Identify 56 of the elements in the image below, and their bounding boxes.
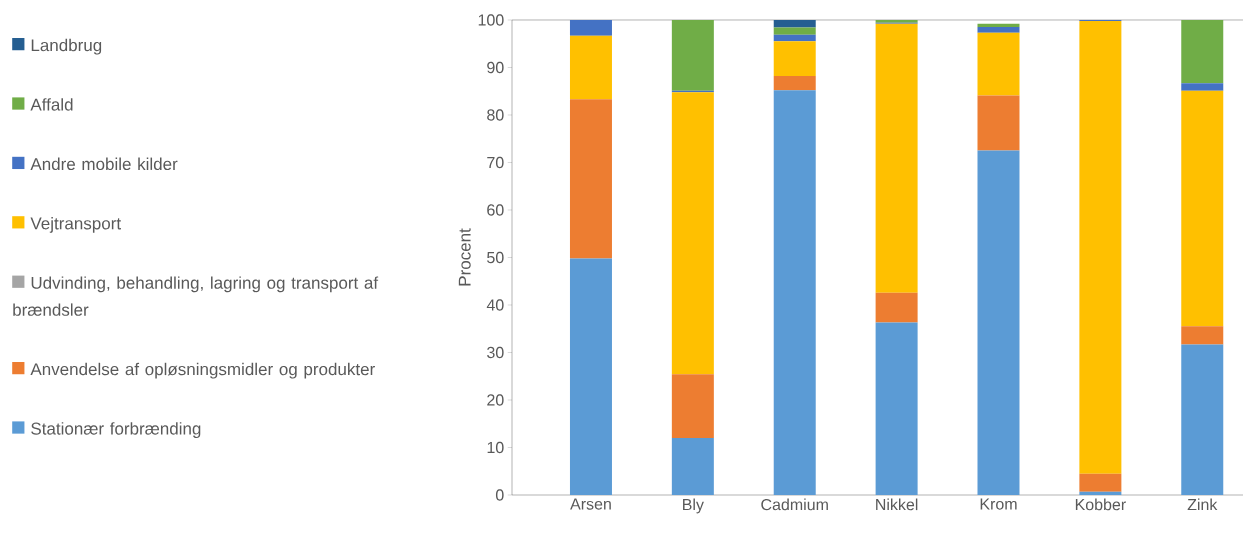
y-tick-label: 60 <box>487 204 504 216</box>
y-tick-label: 50 <box>487 251 504 264</box>
legend-label: Stationær forbrænding <box>31 422 201 439</box>
legend-label: Vejtransport <box>30 216 121 233</box>
y-tick-label: 20 <box>487 394 504 406</box>
y-axis-title: Procent <box>458 228 471 286</box>
bar <box>773 76 816 91</box>
bar <box>569 20 612 36</box>
y-tick-label: 100 <box>478 14 504 26</box>
x-tick-label: Nikkel <box>876 498 918 511</box>
x-tick-label: Kobber <box>1075 498 1126 511</box>
legend-label: Udvinding, behandling, lagring og transport af brændsler <box>13 276 379 316</box>
x-tick-label: Zink <box>1187 498 1218 511</box>
bar <box>671 20 714 91</box>
bar <box>569 35 612 100</box>
bar <box>1181 326 1224 345</box>
bar <box>671 438 714 495</box>
bar <box>1181 83 1224 91</box>
legend-label: Landbrug <box>31 38 102 55</box>
y-tick-label: 90 <box>487 61 504 74</box>
bar <box>773 41 816 77</box>
x-tick-label: Arsen <box>570 498 611 510</box>
bar <box>875 292 918 323</box>
x-tick-label: Krom <box>980 498 1017 510</box>
bar <box>875 23 918 293</box>
legend-label: Anvendelse af opløsningsmidler og produkter <box>30 362 375 379</box>
bar <box>1181 344 1224 495</box>
y-tick-label: 10 <box>487 441 504 454</box>
y-tick-label: 30 <box>487 346 504 359</box>
bar <box>875 322 918 495</box>
legend-label: Affald <box>30 98 73 111</box>
bar <box>977 95 1020 151</box>
x-tick-label: Cadmium <box>761 498 828 511</box>
bar <box>977 32 1020 96</box>
bar <box>671 92 714 375</box>
bar <box>569 258 612 495</box>
y-tick-label: 70 <box>487 156 504 169</box>
bar <box>1079 20 1122 474</box>
legend-label: Andre mobile kilder <box>30 157 178 171</box>
y-tick-label: 0 <box>495 489 504 501</box>
bar <box>977 27 1020 33</box>
bar <box>773 90 816 495</box>
bar <box>1181 90 1224 327</box>
bar <box>1079 491 1122 495</box>
bar <box>773 34 816 42</box>
bar <box>569 99 612 259</box>
bar <box>773 27 816 35</box>
y-tick-label: 40 <box>486 299 504 311</box>
bar <box>773 20 816 28</box>
y-tick-label: 80 <box>487 109 504 121</box>
x-tick-label: Bly <box>683 498 704 514</box>
bar <box>1181 20 1224 84</box>
bar <box>671 374 714 438</box>
bar <box>977 150 1020 495</box>
bar <box>977 23 1020 28</box>
bar <box>1079 473 1122 492</box>
